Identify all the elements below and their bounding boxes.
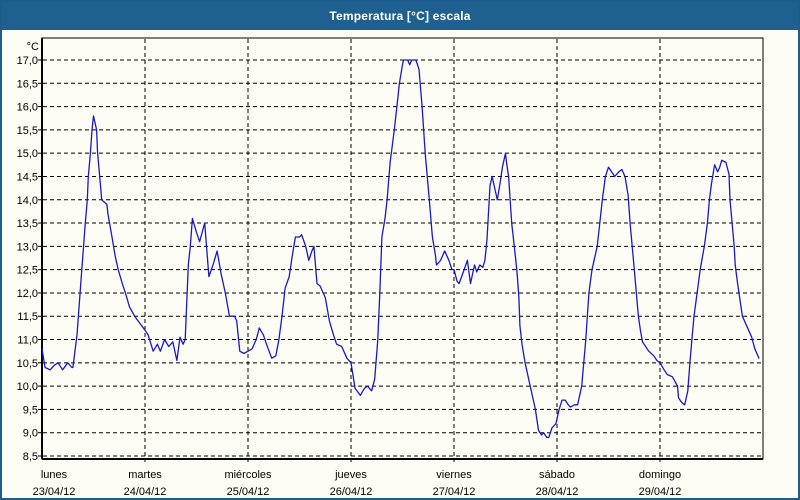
y-tick-label: 13,5: [17, 218, 38, 230]
y-tick-label: 17,0: [17, 55, 38, 67]
y-axis-unit-label: °C: [27, 41, 39, 53]
y-tick-label: 9,5: [23, 404, 38, 416]
window-title: Temperatura [°C] escala: [329, 9, 471, 23]
x-day-name-label: viernes: [436, 469, 472, 481]
x-day-name-label: domingo: [639, 469, 681, 481]
y-tick-label: 14,5: [17, 171, 38, 183]
x-day-name-label: jueves: [334, 469, 367, 481]
y-tick-label: 12,5: [17, 265, 38, 277]
x-day-date-label: 26/04/12: [330, 486, 373, 498]
y-axis-ticks: [38, 59, 42, 457]
y-tick-label: 16,5: [17, 78, 38, 90]
x-day-name-label: miércoles: [224, 469, 272, 481]
x-day-date-label: 29/04/12: [639, 486, 682, 498]
y-tick-label: 16,0: [17, 102, 38, 114]
x-day-date-label: 24/04/12: [124, 486, 167, 498]
temperature-line: [41, 59, 760, 439]
y-tick-label: 8,5: [23, 451, 38, 463]
x-axis-ticks: [144, 459, 661, 462]
x-day-name-label: lunes: [41, 469, 68, 481]
y-tick-label: 11,5: [17, 311, 38, 323]
y-tick-label: 10,5: [17, 358, 38, 370]
x-day-date-label: 28/04/12: [536, 486, 579, 498]
x-axis-labels: lunes 23/04/12 martes 24/04/12 miércoles 25/0…: [33, 469, 682, 498]
plot-border: [41, 37, 764, 460]
y-tick-label: 15,0: [17, 148, 38, 160]
y-tick-label: 11,0: [17, 335, 38, 347]
y-tick-label: 15,5: [17, 125, 38, 137]
gridlines: [43, 39, 762, 458]
y-tick-label: 12,0: [17, 288, 38, 300]
y-tick-label: 10,0: [17, 381, 38, 393]
x-day-date-label: 23/04/12: [33, 486, 76, 498]
y-tick-label: 13,0: [17, 241, 38, 253]
x-day-date-label: 25/04/12: [227, 486, 270, 498]
chart-svg: °C 17,0 16,5 16,0 15,5 15,0 14,5 14,0 13,5 13,0 12…: [17, 37, 764, 498]
x-day-name-label: sábado: [539, 469, 575, 481]
y-axis-labels: °C 17,0 16,5 16,0 15,5 15,0 14,5 14,0 13,5 13,0 12…: [17, 41, 39, 463]
x-day-name-label: martes: [128, 469, 162, 481]
title-bar: Temperatura [°C] escala: [2, 2, 798, 30]
temperature-chart: °C 17,0 16,5 16,0 15,5 15,0 14,5 14,0 13,5 13,0 12…: [2, 30, 798, 498]
x-day-date-label: 27/04/12: [433, 486, 476, 498]
y-tick-label: 14,0: [17, 195, 38, 207]
y-tick-label: 9,0: [23, 428, 38, 440]
